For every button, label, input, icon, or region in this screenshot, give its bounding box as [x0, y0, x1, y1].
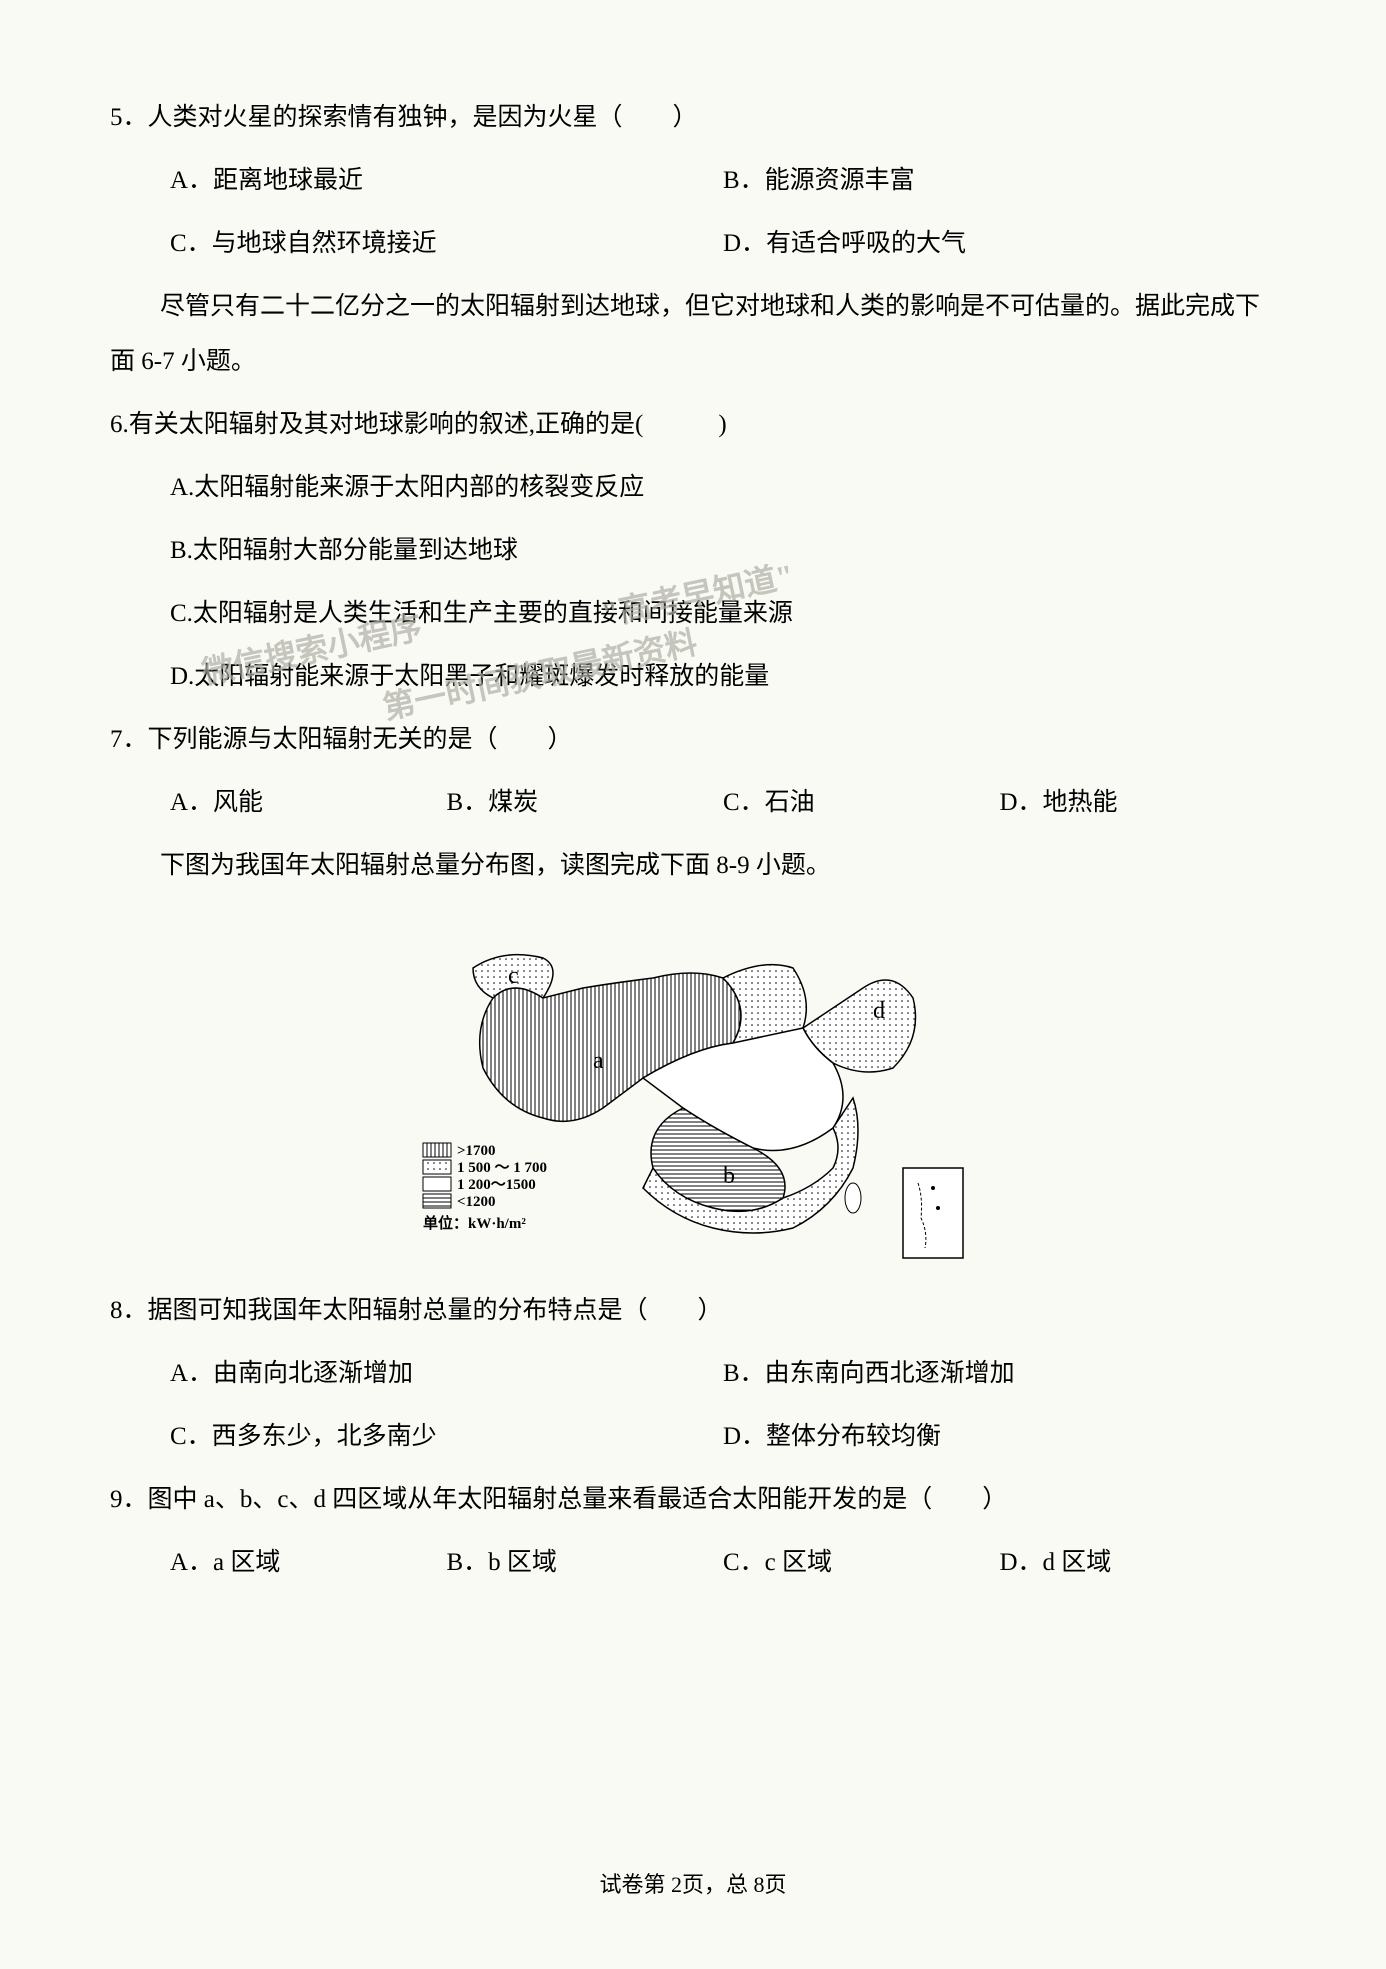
scs-inset-box [903, 1168, 963, 1258]
q5-option-b: B．能源资源丰富 [723, 153, 1276, 208]
legend-text-2: 1 500 ～ 1 700 [457, 1160, 547, 1176]
page-footer: 试卷第 2页，总 8页 [0, 1861, 1386, 1909]
legend-text-1: >1700 [457, 1143, 496, 1159]
q8-option-b: B．由东南向西北逐渐增加 [723, 1346, 1276, 1401]
china-map: a b c d >1700 1 500 ～ 1 700 1 200～1500 <… [413, 908, 973, 1268]
q8-option-d: D．整体分布较均衡 [723, 1409, 1276, 1464]
q5-options-row1: A．距离地球最近 B．能源资源丰富 [110, 153, 1276, 208]
legend-swatch-4 [423, 1194, 451, 1208]
map-legend: >1700 1 500 ～ 1 700 1 200～1500 <1200 单位：… [423, 1143, 547, 1232]
map-label-d: d [873, 998, 885, 1024]
legend-unit: 单位：kW·h/m² [423, 1214, 526, 1232]
q5-option-a: A．距离地球最近 [170, 153, 723, 208]
map-label-b: b [723, 1163, 735, 1189]
q6-stem: 6.有关太阳辐射及其对地球影响的叙述,正确的是( ) [110, 397, 1276, 452]
q8-options-row1: A．由南向北逐渐增加 B．由东南向西北逐渐增加 [110, 1346, 1276, 1401]
q7-option-c: C．石油 [723, 775, 1000, 830]
legend-text-3: 1 200～1500 [457, 1177, 536, 1193]
q5-option-d: D．有适合呼吸的大气 [723, 216, 1276, 271]
q8-options-row2: C．西多东少，北多南少 D．整体分布较均衡 [110, 1409, 1276, 1464]
q7-option-a: A．风能 [170, 775, 447, 830]
legend-text-4: <1200 [457, 1194, 496, 1210]
intro-67: 尽管只有二十二亿分之一的太阳辐射到达地球，但它对地球和人类的影响是不可估量的。据… [110, 279, 1276, 389]
q9-options: A．a 区域 B．b 区域 C．c 区域 D．d 区域 [110, 1535, 1276, 1590]
q7-option-d: D．地热能 [1000, 775, 1277, 830]
q9-option-d: D．d 区域 [1000, 1535, 1277, 1590]
q7-stem: 7．下列能源与太阳辐射无关的是（ ） [110, 712, 1276, 767]
q8-option-a: A．由南向北逐渐增加 [170, 1346, 723, 1401]
legend-swatch-3 [423, 1177, 451, 1191]
q7-options: A．风能 B．煤炭 C．石油 D．地热能 [110, 775, 1276, 830]
q5-options-row2: C．与地球自然环境接近 D．有适合呼吸的大气 [110, 216, 1276, 271]
q5-option-c: C．与地球自然环境接近 [170, 216, 723, 271]
intro-89: 下图为我国年太阳辐射总量分布图，读图完成下面 8-9 小题。 [110, 838, 1276, 893]
legend-swatch-2 [423, 1160, 451, 1174]
q8-option-c: C．西多东少，北多南少 [170, 1409, 723, 1464]
q9-option-b: B．b 区域 [447, 1535, 724, 1590]
q5-stem: 5．人类对火星的探索情有独钟，是因为火星（ ） [110, 90, 1276, 145]
map-container: a b c d >1700 1 500 ～ 1 700 1 200～1500 <… [110, 908, 1276, 1268]
q7-option-b: B．煤炭 [447, 775, 724, 830]
legend-swatch-1 [423, 1143, 451, 1157]
q9-option-c: C．c 区域 [723, 1535, 1000, 1590]
q9-option-a: A．a 区域 [170, 1535, 447, 1590]
map-label-c: c [508, 963, 519, 989]
q6-option-a: A.太阳辐射能来源于太阳内部的核裂变反应 [110, 460, 1276, 515]
q8-stem: 8．据图可知我国年太阳辐射总量的分布特点是（ ） [110, 1283, 1276, 1338]
taiwan-shape [845, 1183, 861, 1213]
map-label-a: a [593, 1048, 604, 1074]
q9-stem: 9．图中 a、b、c、d 四区域从年太阳辐射总量来看最适合太阳能开发的是（ ） [110, 1472, 1276, 1527]
